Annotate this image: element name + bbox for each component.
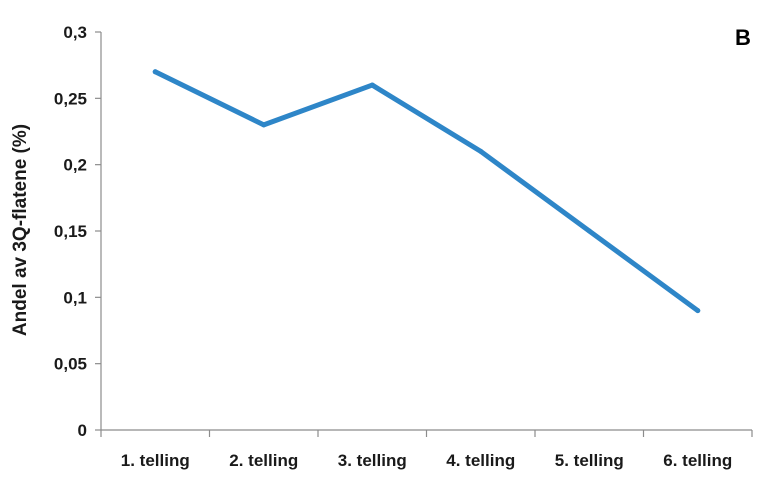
y-tick-label: 0,2 bbox=[63, 156, 87, 175]
y-tick-label: 0 bbox=[78, 421, 87, 440]
data-point bbox=[369, 82, 375, 88]
data-point bbox=[152, 69, 158, 75]
x-tick-label: 4. telling bbox=[446, 451, 515, 470]
data-point bbox=[261, 122, 267, 128]
x-tick-label: 1. telling bbox=[121, 451, 190, 470]
x-tick-label: 3. telling bbox=[338, 451, 407, 470]
x-tick-label: 6. telling bbox=[663, 451, 732, 470]
panel-label: B bbox=[735, 25, 751, 50]
data-point bbox=[586, 228, 592, 234]
series-group bbox=[152, 69, 701, 314]
y-tick-label: 0,25 bbox=[54, 89, 87, 108]
x-tick-label: 5. telling bbox=[555, 451, 624, 470]
data-point bbox=[478, 148, 484, 154]
series-line bbox=[152, 69, 701, 314]
y-tick-label: 0,15 bbox=[54, 222, 87, 241]
y-axis-title: Andel av 3Q-flatene (%) bbox=[10, 124, 31, 336]
y-tick-label: 0,3 bbox=[63, 23, 87, 42]
y-tick-label: 0,05 bbox=[54, 355, 87, 374]
x-tick-label: 2. telling bbox=[229, 451, 298, 470]
data-point bbox=[695, 308, 701, 314]
x-axis: 1. telling 2. telling 3. telling 4. telling… bbox=[100, 429, 753, 470]
y-axis: 0 0,05 0,1 0,15 0,2 0,25 0,3 bbox=[54, 23, 102, 440]
y-tick-label: 0,1 bbox=[63, 288, 87, 307]
